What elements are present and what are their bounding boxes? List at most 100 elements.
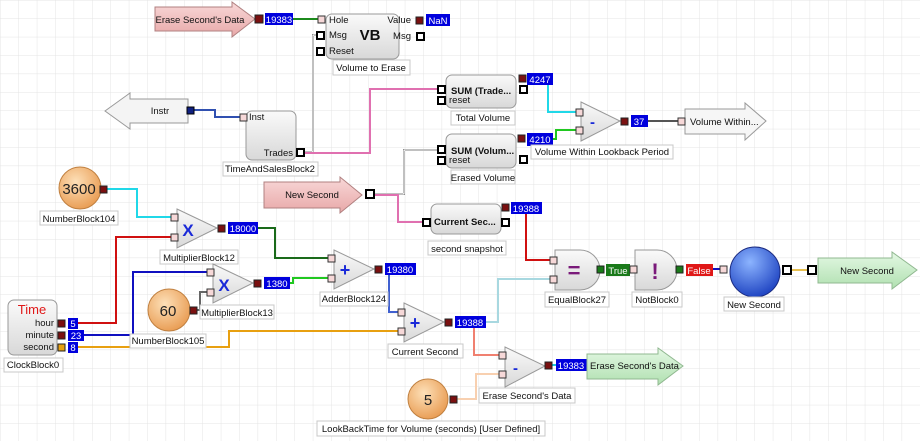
vb-block-volume-to-erase[interactable]: Hole Msg Reset VB Value Msg NaN Volume t…	[316, 13, 450, 76]
clock-block[interactable]: Time hour minute second 5 23 8 ClockBloc…	[3, 299, 84, 373]
value-box	[556, 359, 587, 371]
output-port[interactable]	[501, 203, 510, 212]
multiplier-block-12[interactable]: X 18000 MultiplierBlock12	[159, 208, 258, 265]
inst-port[interactable]	[239, 113, 248, 122]
output-port[interactable]	[517, 134, 526, 143]
multiplier-block-13[interactable]: X 1380 MultiplierBlock13	[199, 263, 290, 320]
output-port[interactable]	[675, 265, 684, 274]
block-label: Total Volume	[456, 113, 510, 124]
number-block-3600[interactable]: 3600 NumberBlock104	[39, 166, 119, 226]
input-port[interactable]	[575, 108, 584, 117]
number-block-60[interactable]: 60 NumberBlock105	[129, 288, 207, 349]
subtract-block-volume-within-lookback[interactable]: - 37 Volume Within Lookback Period	[530, 101, 674, 160]
block-label: Volume to Erase	[336, 63, 406, 74]
input-port[interactable]	[719, 265, 728, 274]
reset-port[interactable]	[437, 96, 446, 105]
second-port[interactable]	[57, 343, 66, 352]
input-port[interactable]	[206, 268, 215, 277]
multiply-symbol: X	[218, 276, 230, 295]
input-port[interactable]	[327, 254, 336, 263]
value-text: 19383	[266, 15, 292, 26]
output-port[interactable]	[189, 306, 198, 315]
msg-port[interactable]	[519, 155, 528, 164]
multiply-symbol: X	[182, 221, 194, 240]
output-port[interactable]	[782, 265, 792, 275]
input-port[interactable]	[807, 265, 817, 275]
input-port[interactable]	[397, 308, 406, 317]
label-box	[450, 110, 516, 126]
block-title: SUM (Volum...	[451, 146, 514, 157]
input-port[interactable]	[397, 327, 406, 336]
output-port[interactable]	[254, 14, 264, 24]
msg-in-port[interactable]	[316, 31, 325, 40]
input-port[interactable]	[437, 85, 446, 94]
not-block-0[interactable]: ! False NotBlock0	[629, 249, 713, 308]
input-port[interactable]	[422, 218, 431, 227]
block-label: TimeAndSalesBlock2	[225, 164, 315, 175]
input-port[interactable]	[498, 351, 507, 360]
output-port[interactable]	[449, 395, 458, 404]
sum-trade-block-total-volume[interactable]: SUM (Trade... reset 4247 Total Volume	[437, 73, 553, 126]
output-port[interactable]	[620, 117, 629, 126]
reset-port[interactable]	[437, 156, 446, 165]
wire	[84, 271, 207, 336]
new-second-output-block[interactable]: New Second	[807, 251, 918, 291]
erase-seconds-data-output-block[interactable]: Erase Second's Data	[586, 347, 684, 387]
hour-port[interactable]	[57, 319, 66, 328]
output-arrow-shape	[817, 251, 918, 291]
output-port[interactable]	[444, 318, 453, 327]
output-port[interactable]	[544, 361, 553, 370]
input-port[interactable]	[549, 275, 558, 284]
input-port[interactable]	[437, 145, 446, 154]
number-block-lookback-time[interactable]: 5 LookBackTime for Volume (seconds) [Use…	[316, 378, 546, 437]
input-port[interactable]	[206, 288, 215, 297]
new-second-signal-sphere[interactable]: New Second	[719, 246, 792, 312]
input-port[interactable]	[498, 370, 507, 379]
output-port[interactable]	[374, 265, 383, 274]
sum-volume-block-erased-volume[interactable]: SUM (Volum... reset 4210 Erased Volume	[437, 133, 553, 185]
adder-block-current-second[interactable]: + 19388 Current Second	[387, 302, 486, 359]
erase-seconds-data-input-block[interactable]: Erase Second's Data 19383	[154, 1, 293, 39]
triangle-shape	[212, 263, 255, 304]
output-port[interactable]	[518, 74, 527, 83]
output-port[interactable]	[186, 106, 195, 115]
output-port[interactable]	[217, 224, 226, 233]
reset-port[interactable]	[316, 47, 325, 56]
time-and-sales-block[interactable]: Inst Trades TimeAndSalesBlock2	[222, 110, 319, 177]
output-port[interactable]	[253, 279, 262, 288]
trades-port[interactable]	[296, 148, 305, 157]
value-box	[68, 318, 78, 329]
label-box	[387, 343, 464, 359]
output-port[interactable]	[99, 185, 108, 194]
equal-block-27[interactable]: = True EqualBlock27	[544, 249, 630, 308]
new-second-input-block[interactable]: New Second	[263, 175, 375, 215]
input-port[interactable]	[629, 265, 638, 274]
input-port[interactable]	[170, 233, 179, 242]
output-port[interactable]	[596, 265, 605, 274]
instr-arrow-shape	[104, 92, 189, 130]
instr-block[interactable]: Instr	[104, 92, 195, 130]
msg-port[interactable]	[501, 218, 510, 227]
adder-block-124[interactable]: + 19380 AdderBlock124	[319, 249, 416, 307]
output-port[interactable]	[365, 189, 375, 199]
msg-port[interactable]	[519, 85, 528, 94]
input-port[interactable]	[170, 213, 179, 222]
output-arrow-shape	[586, 347, 684, 387]
block-label: Volume Within Lookback Period	[535, 147, 669, 158]
value-port[interactable]	[415, 16, 424, 25]
hole-port[interactable]	[317, 15, 326, 24]
current-second-snapshot-block[interactable]: Current Sec... 19388 second snapshot	[422, 202, 542, 256]
input-port[interactable]	[677, 117, 686, 126]
value-text: 23	[71, 331, 82, 342]
input-port[interactable]	[549, 256, 558, 265]
msg-out-port[interactable]	[416, 32, 425, 41]
minute-port[interactable]	[57, 331, 66, 340]
input-port[interactable]	[575, 126, 584, 135]
subtract-block-erase-seconds-data[interactable]: - 19383 Erase Second's Data	[478, 346, 587, 404]
input-port[interactable]	[327, 274, 336, 283]
volume-within-output-block[interactable]: Volume Within...	[677, 101, 767, 142]
value-text: 19383	[558, 361, 584, 372]
value-box	[455, 316, 486, 328]
